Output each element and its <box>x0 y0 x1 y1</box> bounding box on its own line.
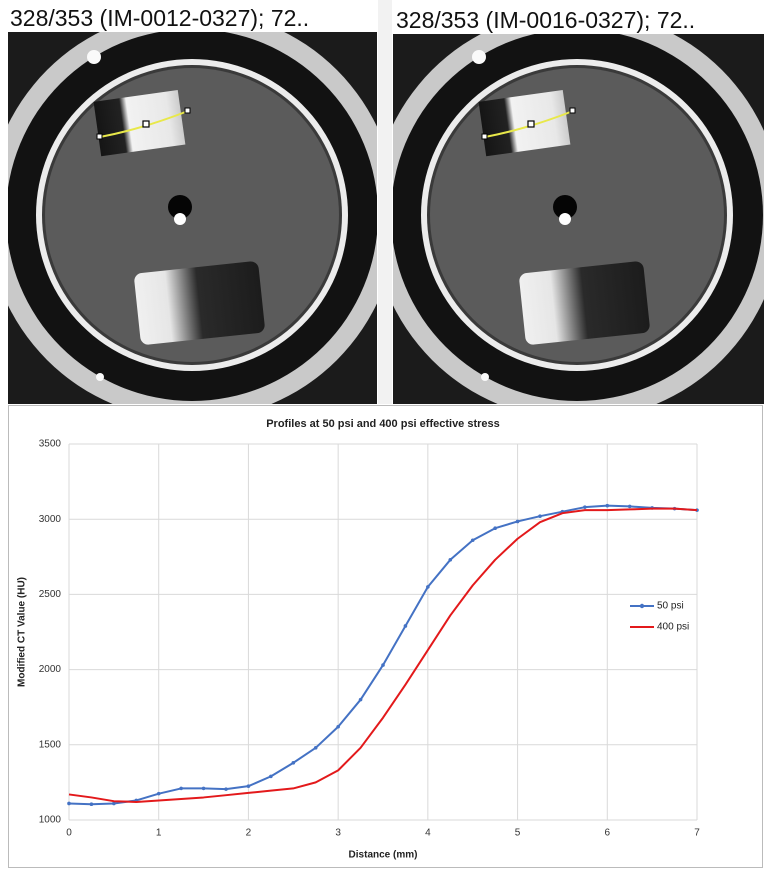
point-marker <box>156 791 161 796</box>
point-marker <box>493 526 497 531</box>
legend-label: 400 psi <box>657 622 689 633</box>
series-line <box>68 507 698 803</box>
y-tick-label: 1000 <box>39 815 62 826</box>
point-marker <box>313 746 318 750</box>
point-marker <box>179 786 183 791</box>
x-tick-label: 3 <box>335 828 341 839</box>
point-marker <box>605 503 610 508</box>
point-marker <box>246 784 251 788</box>
point-marker <box>224 787 228 791</box>
point-marker <box>538 514 542 518</box>
point-marker <box>470 538 475 543</box>
point-marker <box>515 519 520 524</box>
x-tick-label: 7 <box>694 828 700 839</box>
point-marker <box>291 761 296 765</box>
ct-panel-left: 328/353 (IM-0012-0327); 72.. <box>8 0 377 404</box>
chart-frame <box>8 405 763 868</box>
x-tick-label: 5 <box>515 828 521 839</box>
point-marker <box>336 724 340 729</box>
x-tick-label: 4 <box>425 828 431 839</box>
panel-header: 328/353 (IM-0016-0327); 72.. <box>396 7 695 33</box>
legend-marker <box>639 603 645 609</box>
ct-panel-right: 328/353 (IM-0016-0327); 72.. <box>393 0 764 404</box>
point-marker <box>426 585 430 589</box>
plot-area: 1000 1500 2000 2500 3000 3500 0 1 2 3 4 5 6 7 50 psi 40… <box>39 439 700 839</box>
point-marker <box>403 624 408 628</box>
y-tick-label: 1500 <box>39 739 62 750</box>
point-marker <box>448 558 453 562</box>
x-tick-label: 1 <box>156 828 162 839</box>
y-tick-label: 2500 <box>39 589 62 600</box>
x-axis-label: Distance (mm) <box>349 850 418 861</box>
divider <box>378 0 392 404</box>
x-tick-label: 0 <box>66 828 72 839</box>
point-marker <box>269 774 273 779</box>
y-tick-label: 3500 <box>39 439 62 450</box>
point-marker <box>89 802 94 807</box>
x-tick-label: 2 <box>246 828 252 839</box>
point-marker <box>112 801 116 806</box>
point-marker <box>67 801 71 806</box>
legend-label: 50 psi <box>657 601 684 612</box>
y-tick-label: 3000 <box>39 514 62 525</box>
panel-header: 328/353 (IM-0012-0327); 72.. <box>10 5 309 31</box>
x-tick-label: 6 <box>605 828 611 839</box>
point-marker <box>381 663 385 667</box>
point-marker <box>583 505 587 509</box>
chart-title: Profiles at 50 psi and 400 psi effective… <box>266 418 500 430</box>
point-marker <box>358 697 363 702</box>
y-axis-label: Modified CT Value (HU) <box>17 577 28 687</box>
y-tick-label: 2000 <box>39 664 62 675</box>
point-marker <box>627 504 632 509</box>
point-marker <box>201 786 206 791</box>
